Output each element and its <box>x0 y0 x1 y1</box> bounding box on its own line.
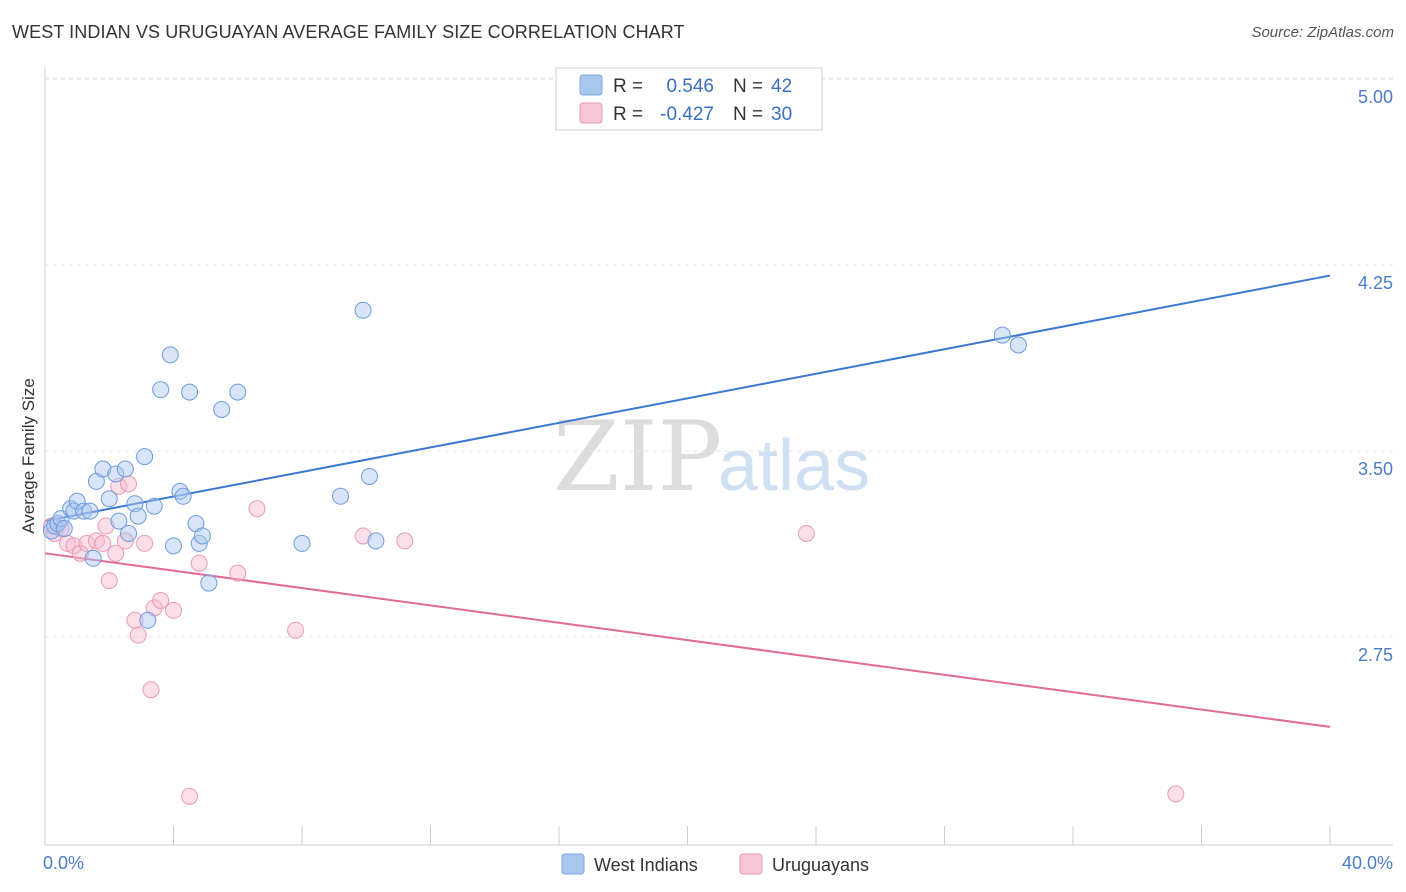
uruguayans-point <box>287 621 305 639</box>
correlation-legend: R = 0.546 N = 42 R = -0.427 N = 30 <box>555 67 823 131</box>
series-legend: West Indians Uruguayans <box>561 853 869 875</box>
west-indians-point <box>171 482 189 500</box>
west-indians-point <box>174 487 192 505</box>
west-indians-point <box>367 532 385 550</box>
legend-n-label-2: N = <box>733 104 763 125</box>
grid-lines <box>45 77 1393 638</box>
uruguayans-point <box>229 564 247 582</box>
uruguayans-point <box>165 601 182 619</box>
west-indians-point <box>1009 336 1027 354</box>
y-tick-labels: 5.00 4.25 3.50 2.75 <box>1358 87 1393 665</box>
chart-title: WEST INDIAN VS URUGUAYAN AVERAGE FAMILY … <box>12 22 685 42</box>
y-tick-label: 5.00 <box>1358 87 1393 107</box>
uruguayans-point <box>396 532 414 550</box>
west-indians-trend-line <box>44 274 1331 523</box>
legend-n-label-1: N = <box>733 76 763 97</box>
west-indians-point <box>55 520 73 538</box>
west-indians-point <box>213 400 231 418</box>
trend-lines <box>44 274 1331 728</box>
uruguayans-point <box>136 534 154 552</box>
west-indians-point <box>200 574 218 592</box>
legend-swatch-pink <box>579 102 603 124</box>
uruguayans-point <box>797 524 815 542</box>
legend-n-value-1: 42 <box>771 76 792 97</box>
west-indians-point <box>81 502 99 520</box>
west-indians-point <box>293 534 311 552</box>
x-tick-label-min: 0.0% <box>43 853 84 873</box>
west-indians-point <box>120 524 138 542</box>
west-indians-point <box>68 492 86 510</box>
uruguayans-point <box>248 500 266 518</box>
west-indians-point <box>181 383 199 401</box>
y-tick-label: 4.25 <box>1358 273 1393 293</box>
west-indians-point <box>84 549 102 567</box>
series-label-west-indians: West Indians <box>594 855 698 875</box>
y-axis-title: Average Family Size <box>19 378 38 534</box>
west-indians-point <box>116 460 134 478</box>
uruguayans-point <box>97 517 115 535</box>
west-indians-point <box>129 507 147 525</box>
legend-swatch-blue <box>579 74 603 96</box>
uruguayans-point <box>129 626 147 644</box>
uruguayans-point <box>107 544 125 562</box>
uruguayans-trend-line <box>44 552 1331 728</box>
legend-n-value-2: 30 <box>771 104 792 125</box>
west-indians-point <box>94 460 112 478</box>
x-ticks <box>44 826 1331 845</box>
uruguayans-point <box>142 681 160 699</box>
west-indians-point <box>161 346 179 364</box>
legend-r-label-2: R = <box>613 104 643 125</box>
watermark-atlas: atlas <box>718 426 870 506</box>
west-indians-point <box>107 465 125 483</box>
uruguayans-point <box>181 787 199 805</box>
uruguayans-points <box>42 475 1185 805</box>
y-tick-label: 2.75 <box>1358 645 1393 665</box>
west-indians-point <box>360 467 378 485</box>
west-indians-point <box>193 527 211 545</box>
west-indians-point <box>993 326 1011 344</box>
west-indians-point <box>145 497 163 515</box>
x-tick-label-max: 40.0% <box>1342 853 1393 873</box>
uruguayans-point <box>94 534 112 552</box>
source-label: Source: ZipAtlas.com <box>1251 24 1394 41</box>
series-swatch-west-indians <box>561 853 585 875</box>
west-indians-point <box>75 502 93 520</box>
west-indians-point <box>139 611 157 629</box>
west-indians-point <box>100 490 118 508</box>
west-indians-point <box>110 512 128 530</box>
uruguayans-point <box>1167 785 1185 803</box>
west-indians-point <box>152 381 170 399</box>
legend-r-value-2: -0.427 <box>660 104 714 125</box>
west-indians-point <box>165 537 182 555</box>
uruguayans-point <box>100 572 118 590</box>
series-swatch-uruguayans <box>739 853 763 875</box>
uruguayans-point <box>152 591 170 609</box>
legend-r-label-1: R = <box>613 76 643 97</box>
uruguayans-point <box>354 527 372 545</box>
y-tick-label: 3.50 <box>1358 459 1393 479</box>
uruguayans-point <box>190 554 208 572</box>
legend-r-value-1: 0.546 <box>666 76 714 97</box>
uruguayans-point <box>71 544 89 562</box>
west-indians-point <box>332 487 350 505</box>
west-indians-points <box>42 301 1027 629</box>
watermark-zip: ZIP <box>553 401 722 513</box>
series-label-uruguayans: Uruguayans <box>772 855 869 875</box>
west-indians-point <box>136 448 154 466</box>
west-indians-point <box>354 301 372 319</box>
west-indians-point <box>229 383 247 401</box>
